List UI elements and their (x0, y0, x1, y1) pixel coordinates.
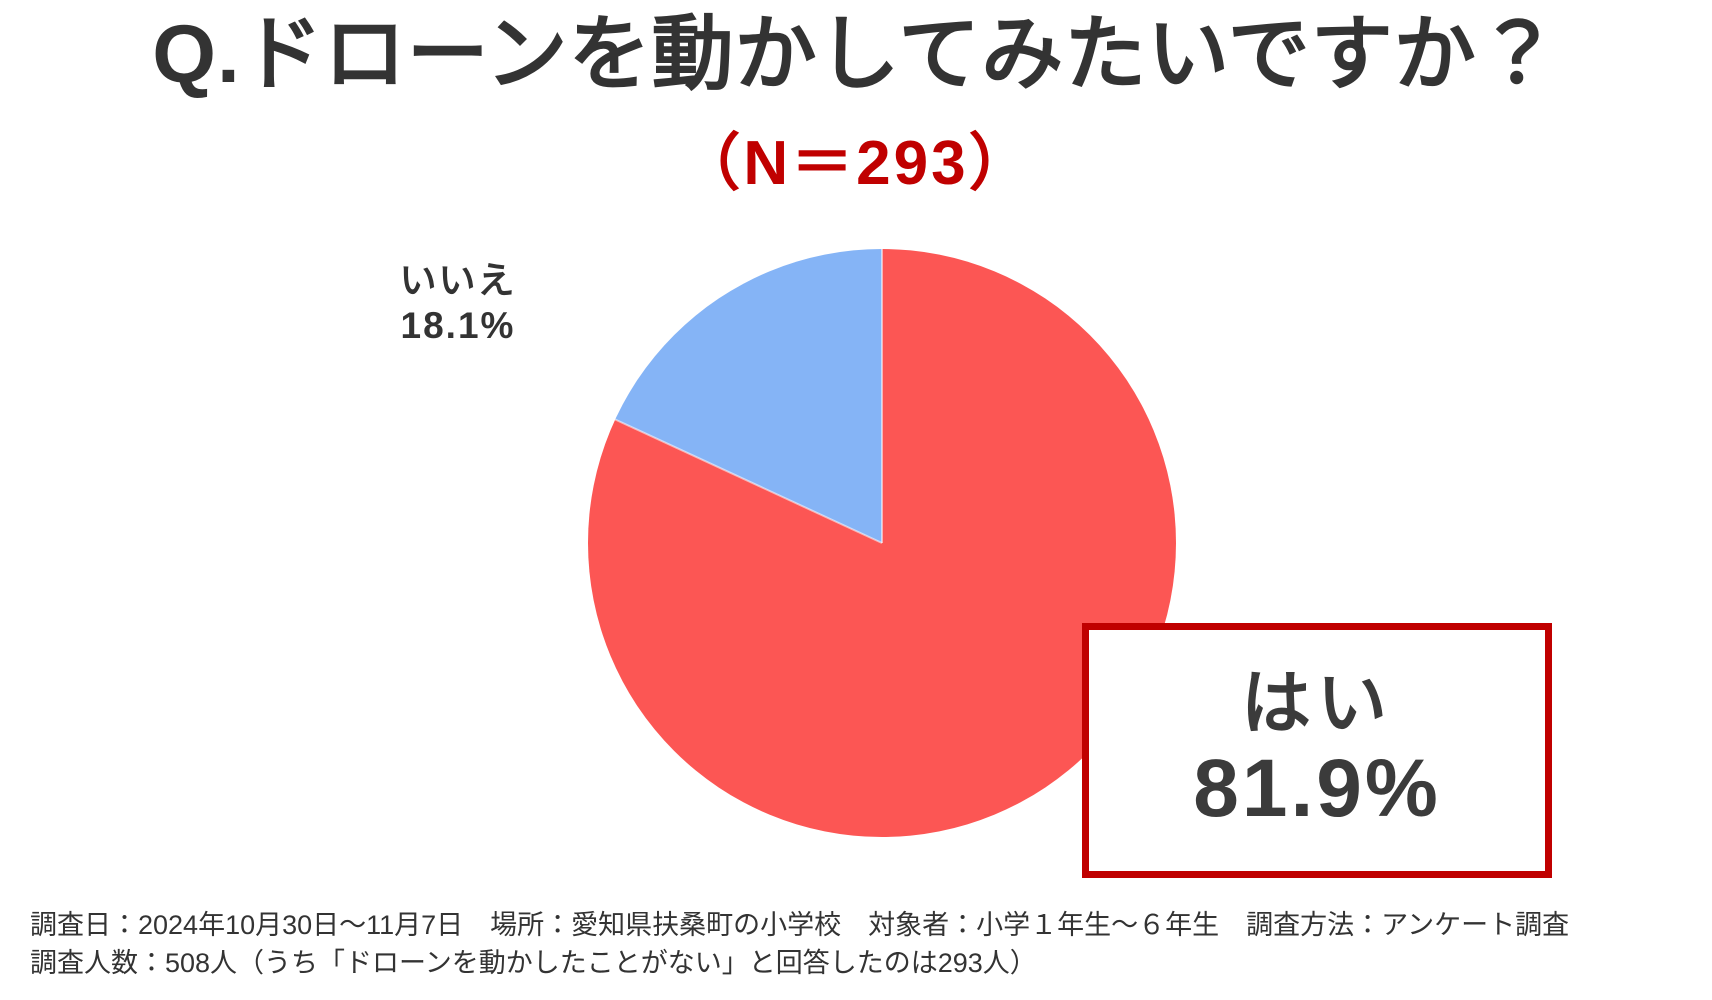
yes-slice-percent: 81.9% (1193, 742, 1441, 834)
slice-separator-top (881, 249, 883, 543)
no-slice-name: いいえ (399, 260, 517, 301)
survey-notes-line2: 調査人数：508人（うち「ドローンを動かしたことがない」と回答したのは293人） (30, 948, 1037, 978)
yes-slice-name: はい (1241, 663, 1393, 742)
survey-notes-line1: 調査日：2024年10月30日〜11月7日 場所：愛知県扶桑町の小学校 対象者：… (30, 910, 1570, 940)
pie-chart (588, 249, 1176, 837)
no-slice-label: いいえ 18.1% (348, 258, 568, 348)
n-label: （N＝293） (678, 129, 1034, 198)
no-slice-percent: 18.1% (400, 305, 516, 347)
survey-notes: 調査日：2024年10月30日〜11月7日 場所：愛知県扶桑町の小学校 対象者：… (30, 906, 1690, 982)
slice-separator-boundary (614, 418, 883, 544)
yes-box: はい 81.9% (1082, 623, 1552, 878)
page-title: Q.ドローンを動かしてみたいですか？ (152, 9, 1560, 100)
